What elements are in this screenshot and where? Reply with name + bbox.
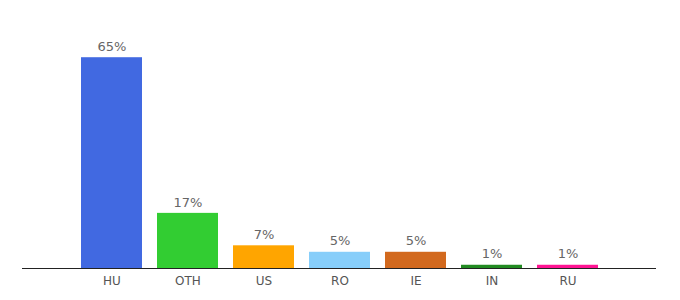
svg-text:RO: RO [331, 274, 349, 288]
svg-text:5%: 5% [406, 233, 427, 248]
svg-text:RU: RU [559, 274, 576, 288]
svg-text:OTH: OTH [175, 274, 201, 288]
svg-text:HU: HU [103, 274, 121, 288]
svg-text:17%: 17% [174, 195, 203, 210]
svg-text:US: US [256, 274, 272, 288]
svg-text:65%: 65% [98, 39, 127, 54]
svg-text:IN: IN [486, 274, 499, 288]
svg-text:1%: 1% [558, 246, 579, 261]
svg-text:5%: 5% [330, 233, 351, 248]
svg-text:IE: IE [410, 274, 421, 288]
svg-text:7%: 7% [254, 227, 275, 242]
svg-text:1%: 1% [482, 246, 503, 261]
